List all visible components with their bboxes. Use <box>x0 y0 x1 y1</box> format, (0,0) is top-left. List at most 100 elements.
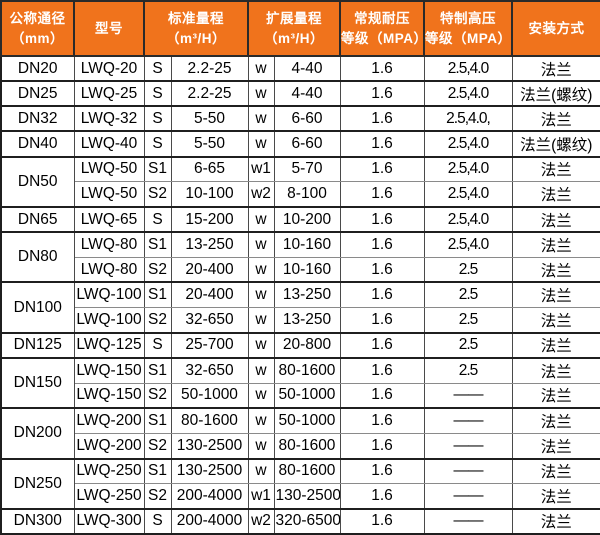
install-cell: 法兰 <box>511 155 600 183</box>
ext-gear-cell: w <box>247 256 275 284</box>
std-gear-cell: S1 <box>143 457 172 485</box>
col-header-installation: 安装方式 <box>511 0 600 57</box>
ext-gear-cell: w <box>247 80 275 108</box>
table-row: DN65 LWQ-65 S 15-200 w 10-200 1.6 2.5,4.0 法兰 <box>0 205 600 234</box>
dn-cell: DN200 <box>0 407 75 460</box>
ext-range-cell: 10-160 <box>273 231 341 258</box>
std-gear-cell: S <box>143 80 172 108</box>
pn-rating-cell: 1.6 <box>339 307 425 334</box>
ext-gear-cell: w <box>247 105 275 133</box>
hp-rating-cell: 2.5 <box>423 256 513 284</box>
header-row: 公称通径 （mm） 型号 标准量程 （m³/H） 扩展量程 （m³/H） 常规耐压 等级（MPA… <box>0 0 600 57</box>
ext-gear-cell: w <box>247 432 275 460</box>
table-row: LWQ-250 S2 200-4000 w1 130-2500 1.6 —— 法兰 <box>1 483 600 510</box>
dn-cell: DN32 <box>0 105 75 133</box>
ext-range-cell: 80-1600 <box>273 356 341 384</box>
table-body: DN20 LWQ-20 S 2.2-25 w 4-40 1.6 2.5,4.0 法兰 DN25 LW… <box>0 54 600 535</box>
dn-cell: DN150 <box>0 356 75 409</box>
dn-cell: DN125 <box>0 331 75 359</box>
table-row: LWQ-100 S2 32-650 w 13-250 1.6 2.5 法兰 <box>1 307 600 334</box>
std-range-cell: 13-250 <box>170 231 249 258</box>
std-range-cell: 80-1600 <box>170 407 249 434</box>
model-cell: LWQ-80 <box>73 256 145 284</box>
col-header-line: 常规耐压 <box>354 10 410 26</box>
pn-rating-cell: 1.6 <box>339 457 425 485</box>
pn-rating-cell: 1.6 <box>339 105 425 133</box>
std-range-cell: 200-4000 <box>170 483 249 510</box>
std-gear-cell: S1 <box>143 155 172 183</box>
install-cell: 法兰 <box>511 181 600 208</box>
pn-rating-cell: 1.6 <box>339 432 425 460</box>
std-range-cell: 2.2-25 <box>170 54 249 83</box>
model-cell: LWQ-40 <box>73 130 145 158</box>
ext-range-cell: 20-800 <box>273 331 341 359</box>
install-cell: 法兰 <box>511 432 600 460</box>
dn-cell: DN65 <box>0 205 75 234</box>
install-cell: 法兰 <box>511 356 600 384</box>
model-cell: LWQ-100 <box>73 307 145 334</box>
model-cell: LWQ-25 <box>73 80 145 108</box>
install-cell: 法兰 <box>511 382 600 410</box>
pn-rating-cell: 1.6 <box>339 483 425 510</box>
col-header-line: 型号 <box>95 20 123 36</box>
std-range-cell: 15-200 <box>170 205 249 234</box>
ext-range-cell: 6-60 <box>273 130 341 158</box>
pn-rating-cell: 1.6 <box>339 331 425 359</box>
ext-gear-cell: w <box>247 331 275 359</box>
table-row: DN300 LWQ-300 S 200-4000 w2 320-6500 1.6 —— 法兰 <box>0 507 600 535</box>
hp-rating-cell: 2.5,4.0 <box>423 205 513 234</box>
table-row: DN100 LWQ-100 S1 20-400 w 13-250 1.6 2.5 法兰 <box>0 281 600 334</box>
model-cell: LWQ-250 <box>73 483 145 510</box>
table-row: LWQ-150 S2 50-1000 w 50-1000 1.6 —— 法兰 <box>1 382 600 410</box>
std-range-cell: 32-650 <box>170 307 249 334</box>
hp-rating-cell: 2.5,4.0 <box>423 231 513 258</box>
dn-cell: DN100 <box>0 281 75 334</box>
table-row: DN50 LWQ-50 S1 6-65 w1 5-70 1.6 2.5,4.0 法兰 <box>0 155 600 208</box>
hp-rating-cell: 2.5,4.0 <box>423 155 513 183</box>
ext-range-cell: 80-1600 <box>273 432 341 460</box>
model-cell: LWQ-200 <box>73 407 145 434</box>
pn-rating-cell: 1.6 <box>339 256 425 284</box>
pn-rating-cell: 1.6 <box>339 205 425 234</box>
std-gear-cell: S2 <box>143 256 172 284</box>
dn-cell: DN300 <box>0 507 75 535</box>
std-range-cell: 25-700 <box>170 331 249 359</box>
std-range-cell: 20-400 <box>170 256 249 284</box>
std-gear-cell: S <box>143 331 172 359</box>
table-row: DN20 LWQ-20 S 2.2-25 w 4-40 1.6 2.5,4.0 法兰 <box>0 54 600 83</box>
install-cell: 法兰 <box>511 483 600 510</box>
pn-rating-cell: 1.6 <box>339 80 425 108</box>
std-gear-cell: S <box>143 54 172 83</box>
std-range-cell: 50-1000 <box>170 382 249 410</box>
install-cell: 法兰 <box>511 331 600 359</box>
table-row: DN40 LWQ-40 S 5-50 w 6-60 1.6 2.5,4.0 法兰(螺纹) <box>0 130 600 158</box>
hp-rating-cell: —— <box>423 432 513 460</box>
pn-rating-cell: 1.6 <box>339 155 425 183</box>
ext-range-cell: 130-2500 <box>273 483 341 510</box>
dn-cell: DN25 <box>0 80 75 108</box>
pn-rating-cell: 1.6 <box>339 382 425 410</box>
col-header-line: 等级（MPA） <box>341 30 428 46</box>
col-header-high-pressure: 特制高压 等级（MPA） <box>423 0 513 57</box>
std-gear-cell: S2 <box>143 307 172 334</box>
hp-rating-cell: 2.5,4.0 <box>423 130 513 158</box>
model-cell: LWQ-80 <box>73 231 145 258</box>
std-range-cell: 130-2500 <box>170 457 249 485</box>
ext-gear-cell: w <box>247 407 275 434</box>
pn-rating-cell: 1.6 <box>339 231 425 258</box>
table-row: DN250 LWQ-250 S1 130-2500 w 80-1600 1.6 —— 法兰 <box>0 457 600 510</box>
col-header-nominal-diameter: 公称通径 （mm） <box>0 0 75 57</box>
hp-rating-cell: —— <box>423 457 513 485</box>
model-cell: LWQ-150 <box>73 356 145 384</box>
std-range-cell: 6-65 <box>170 155 249 183</box>
pn-rating-cell: 1.6 <box>339 407 425 434</box>
col-header-line: 标准量程 <box>168 10 224 26</box>
col-header-line: 扩展量程 <box>266 10 322 26</box>
model-cell: LWQ-20 <box>73 54 145 83</box>
install-cell: 法兰 <box>511 281 600 309</box>
install-cell: 法兰 <box>511 457 600 485</box>
pn-rating-cell: 1.6 <box>339 54 425 83</box>
hp-rating-cell: —— <box>423 382 513 410</box>
